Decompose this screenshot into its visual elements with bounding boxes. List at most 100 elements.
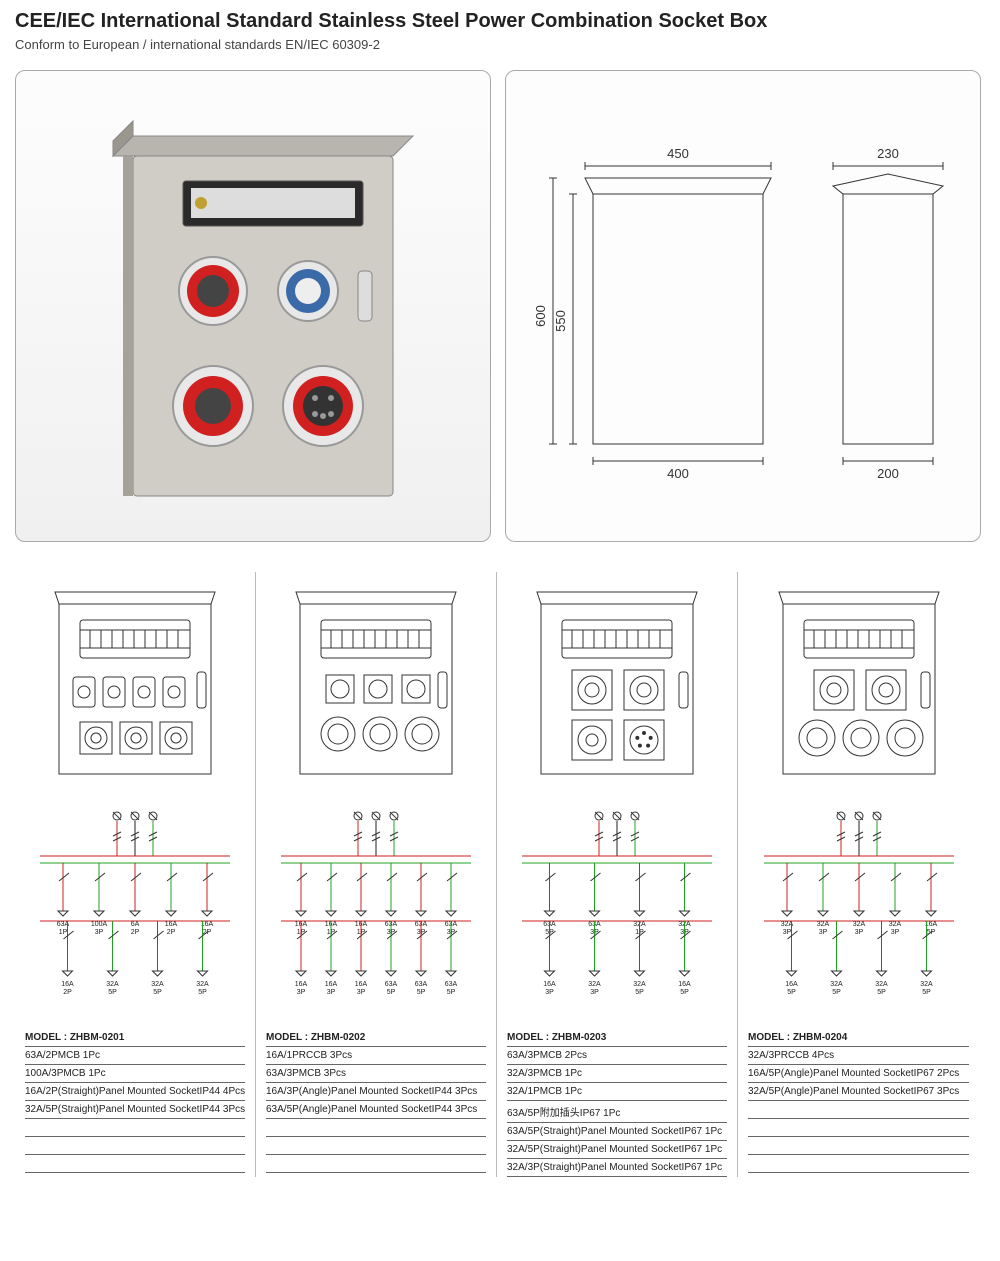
svg-text:200: 200 bbox=[877, 466, 899, 481]
svg-text:550: 550 bbox=[553, 310, 568, 332]
svg-text:16A: 16A bbox=[543, 981, 556, 988]
svg-text:2P: 2P bbox=[167, 929, 176, 936]
svg-text:32A: 32A bbox=[588, 981, 601, 988]
svg-text:5P: 5P bbox=[447, 989, 456, 996]
spec-line: 32A/3PRCCB 4Pcs bbox=[748, 1047, 969, 1065]
top-row: 450 400 600 550 230 200 bbox=[15, 70, 985, 542]
svg-text:32A: 32A bbox=[852, 921, 865, 928]
svg-text:16A: 16A bbox=[165, 921, 178, 928]
model-column: 32A3P32A3P32A3P32A3P16A5P16A5P32A5P32A5P… bbox=[738, 572, 979, 1177]
svg-text:3P: 3P bbox=[590, 989, 599, 996]
spec-line bbox=[748, 1137, 969, 1155]
svg-text:63A: 63A bbox=[415, 981, 428, 988]
svg-text:5P: 5P bbox=[922, 989, 931, 996]
svg-text:16A: 16A bbox=[678, 981, 691, 988]
svg-text:600: 600 bbox=[533, 305, 548, 327]
svg-text:16A: 16A bbox=[355, 981, 368, 988]
svg-text:100A: 100A bbox=[91, 921, 108, 928]
svg-text:16A: 16A bbox=[325, 981, 338, 988]
model-column: 16A1P16A1P16A1P63A3P63A3P63A3P16A3P16A3P… bbox=[256, 572, 497, 1177]
svg-text:32A: 32A bbox=[196, 981, 209, 988]
spec-line bbox=[748, 1155, 969, 1173]
svg-text:32A: 32A bbox=[151, 981, 164, 988]
svg-text:5P: 5P bbox=[635, 989, 644, 996]
spec-line: 32A/5P(Straight)Panel Mounted SocketIP67… bbox=[507, 1141, 727, 1159]
spec-line: 32A/5P(Angle)Panel Mounted SocketIP67 3P… bbox=[748, 1083, 969, 1101]
product-photo bbox=[83, 96, 423, 516]
spec-line bbox=[266, 1155, 486, 1173]
svg-text:3P: 3P bbox=[95, 929, 104, 936]
spec-line: 63A/5P(Straight)Panel Mounted SocketIP67… bbox=[507, 1123, 727, 1141]
svg-text:16A: 16A bbox=[785, 981, 798, 988]
svg-text:32A: 32A bbox=[875, 981, 888, 988]
svg-text:32A: 32A bbox=[830, 981, 843, 988]
spec-line: 16A/5P(Angle)Panel Mounted SocketIP67 2P… bbox=[748, 1065, 969, 1083]
page-subtitle: Conform to European / international stan… bbox=[15, 37, 985, 52]
side-dimension-drawing: 230 200 bbox=[813, 116, 963, 496]
spec-line bbox=[266, 1119, 486, 1137]
dimension-panel: 450 400 600 550 230 200 bbox=[505, 70, 981, 542]
svg-text:2P: 2P bbox=[131, 929, 140, 936]
box-diagram bbox=[759, 572, 959, 787]
svg-text:5P: 5P bbox=[877, 989, 886, 996]
spec-line bbox=[25, 1137, 245, 1155]
spec-line: 100A/3PMCB 1Pc bbox=[25, 1065, 245, 1083]
svg-text:2P: 2P bbox=[63, 989, 72, 996]
spec-line: 63A/5P(Angle)Panel Mounted SocketIP44 3P… bbox=[266, 1101, 486, 1119]
model-id: MODEL : ZHBM-0202 bbox=[266, 1029, 486, 1047]
svg-text:1P: 1P bbox=[59, 929, 68, 936]
svg-text:5P: 5P bbox=[387, 989, 396, 996]
svg-text:32A: 32A bbox=[816, 921, 829, 928]
spec-line: 16A/1PRCCB 3Pcs bbox=[266, 1047, 486, 1065]
model-column: 63A1P100A3P6A2P16A2P16A2P16A2P32A5P32A5P… bbox=[15, 572, 256, 1177]
spec-line bbox=[748, 1101, 969, 1119]
spec-line: 16A/3P(Angle)Panel Mounted SocketIP44 3P… bbox=[266, 1083, 486, 1101]
svg-text:3P: 3P bbox=[297, 989, 306, 996]
spec-line: 32A/3P(Straight)Panel Mounted SocketIP67… bbox=[507, 1159, 727, 1177]
svg-text:32A: 32A bbox=[633, 981, 646, 988]
spec-line: 16A/2P(Straight)Panel Mounted SocketIP44… bbox=[25, 1083, 245, 1101]
product-photo-panel bbox=[15, 70, 491, 542]
spec-line bbox=[266, 1137, 486, 1155]
svg-text:3P: 3P bbox=[854, 929, 863, 936]
svg-text:3P: 3P bbox=[357, 989, 366, 996]
wiring-diagram: 63A1P100A3P6A2P16A2P16A2P16A2P32A5P32A5P… bbox=[25, 801, 245, 1021]
svg-text:400: 400 bbox=[667, 466, 689, 481]
svg-text:5P: 5P bbox=[153, 989, 162, 996]
spec-line: 63A/2PMCB 1Pc bbox=[25, 1047, 245, 1065]
svg-text:63A: 63A bbox=[385, 981, 398, 988]
spec-line: 63A/3PMCB 3Pcs bbox=[266, 1065, 486, 1083]
svg-text:5P: 5P bbox=[832, 989, 841, 996]
model-id: MODEL : ZHBM-0204 bbox=[748, 1029, 969, 1047]
spec-line bbox=[25, 1155, 245, 1173]
svg-text:230: 230 bbox=[877, 146, 899, 161]
wiring-diagram: 63A5P63A3P32A1P32A3P16A3P32A3P32A5P16A5P bbox=[507, 801, 727, 1021]
spec-line: 32A/3PMCB 1Pc bbox=[507, 1065, 727, 1083]
front-dimension-drawing: 450 400 600 550 bbox=[523, 116, 793, 496]
spec-line: 63A/5P附加插头IP67 1Pc bbox=[507, 1101, 727, 1123]
svg-text:32A: 32A bbox=[888, 921, 901, 928]
svg-text:3P: 3P bbox=[545, 989, 554, 996]
svg-text:5P: 5P bbox=[417, 989, 426, 996]
svg-text:3P: 3P bbox=[782, 929, 791, 936]
spec-line: 32A/1PMCB 1Pc bbox=[507, 1083, 727, 1101]
model-row: 63A1P100A3P6A2P16A2P16A2P16A2P32A5P32A5P… bbox=[15, 572, 985, 1177]
svg-text:5P: 5P bbox=[787, 989, 796, 996]
spec-line: 32A/5P(Straight)Panel Mounted SocketIP44… bbox=[25, 1101, 245, 1119]
spec-line bbox=[748, 1119, 969, 1137]
svg-text:6A: 6A bbox=[131, 921, 140, 928]
wiring-diagram: 16A1P16A1P16A1P63A3P63A3P63A3P16A3P16A3P… bbox=[266, 801, 486, 1021]
box-diagram bbox=[35, 572, 235, 787]
svg-text:63A: 63A bbox=[445, 981, 458, 988]
svg-text:3P: 3P bbox=[327, 989, 336, 996]
spec-line: 63A/3PMCB 2Pcs bbox=[507, 1047, 727, 1065]
svg-text:32A: 32A bbox=[920, 981, 933, 988]
svg-text:3P: 3P bbox=[818, 929, 827, 936]
svg-text:16A: 16A bbox=[61, 981, 74, 988]
svg-text:450: 450 bbox=[667, 146, 689, 161]
svg-text:5P: 5P bbox=[680, 989, 689, 996]
wiring-diagram: 32A3P32A3P32A3P32A3P16A5P16A5P32A5P32A5P… bbox=[749, 801, 969, 1021]
model-id: MODEL : ZHBM-0203 bbox=[507, 1029, 727, 1047]
box-diagram bbox=[517, 572, 717, 787]
model-id: MODEL : ZHBM-0201 bbox=[25, 1029, 245, 1047]
